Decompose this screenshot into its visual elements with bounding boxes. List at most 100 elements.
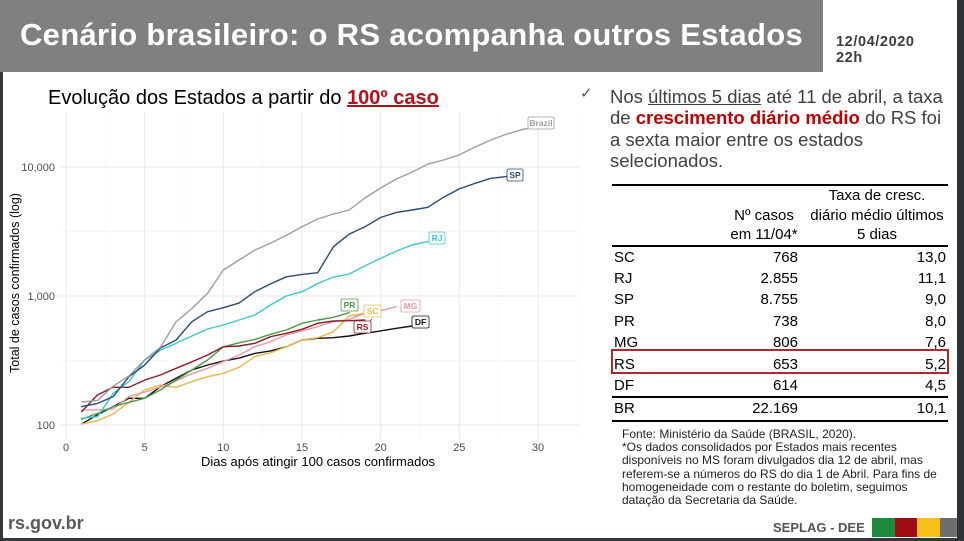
- frame-border-left: [0, 0, 3, 541]
- cell-state: MG: [614, 334, 639, 352]
- x-axis-label: Dias após atingir 100 casos confirmados: [201, 454, 436, 469]
- header-rate: Taxa de cresc. diário médio últimos 5 dias: [800, 184, 948, 247]
- label-df: DF: [411, 315, 430, 329]
- table-row: MG 806 7,6: [612, 332, 948, 353]
- x-tick-10: 10: [217, 442, 229, 454]
- x-tick-15: 15: [296, 442, 308, 454]
- footnote-line: disponíveis no MS foram divulgados dia 1…: [622, 453, 923, 468]
- check-icon: ✓: [580, 84, 593, 102]
- cell-state: RJ: [614, 269, 633, 287]
- cell-rate: 9,0: [925, 291, 946, 309]
- chart-title-prefix: Evolução dos Estados a partir do: [48, 87, 348, 109]
- header-state: [612, 184, 700, 247]
- table-row: DF 614 4,5: [612, 375, 948, 396]
- svg-text:SC: SC: [367, 306, 379, 316]
- cell-rate: 13,0: [916, 248, 946, 266]
- footnote-source: Fonte: Ministério da Saúde (BRASIL, 2020…: [622, 427, 857, 441]
- y-tick-1000: 1,000: [27, 291, 55, 303]
- footnote-line: datação da Secretaria da Saúde.: [622, 493, 798, 508]
- x-axis-ticks: 0 5 10 15 20 25 30: [63, 442, 544, 454]
- series-line-rs: [80, 319, 366, 413]
- cell-state: SP: [614, 291, 635, 309]
- footnote-line: referem-se a números do RS do dia 1 de A…: [622, 466, 937, 481]
- svg-text:SP: SP: [509, 170, 521, 180]
- cell-state: PR: [614, 312, 635, 330]
- header-cases-line: Nº casos: [734, 206, 794, 224]
- cell-cases: 768: [772, 248, 798, 266]
- y-tick-10000: 10,000: [21, 162, 55, 174]
- chart-title: Evolução dos Estados a partir do 100º ca…: [48, 88, 439, 108]
- header-rate-line: 5 dias: [856, 226, 898, 243]
- footer-org-logo-text: SEPLAG - DEE: [773, 520, 865, 535]
- label-sp: SP: [506, 168, 524, 182]
- footnote-line: homogeneidade com o restante do boletim,…: [622, 479, 908, 494]
- svg-text:Brazil: Brazil: [529, 118, 552, 128]
- cell-cases: 8.755: [760, 291, 798, 309]
- label-rs: RS: [353, 320, 372, 334]
- table-row-total: BR 22.169 10,1: [612, 396, 948, 423]
- table-row: PR 738 8,0: [612, 311, 948, 332]
- x-tick-5: 5: [142, 442, 148, 454]
- cell-rate: 7,6: [925, 334, 946, 352]
- table-row: SC 768 13,0: [612, 247, 948, 268]
- summary-text-segment: Nos: [610, 86, 649, 107]
- flag-stripe-gray: [940, 518, 957, 537]
- cell-cases: 2.855: [760, 269, 798, 287]
- grid-major: [59, 112, 580, 440]
- series-line-brazil: [80, 125, 539, 403]
- frame-border-right: [957, 0, 964, 541]
- x-tick-0: 0: [63, 442, 69, 454]
- series-labels: Brazil SP RJ PR SC MG RS DF: [340, 116, 555, 334]
- line-chart: 100 1,000 10,000 0 5 10 15 20 25 30 Dias…: [8, 112, 580, 469]
- label-pr: PR: [340, 298, 359, 312]
- cell-state: BR: [612, 396, 700, 423]
- flag-stripe-green: [872, 518, 895, 537]
- header-rate-line: Taxa de cresc.: [828, 187, 926, 204]
- table-header-row: Nº casos em 11/04* Taxa de cresc. diário m…: [612, 184, 948, 247]
- x-tick-30: 30: [532, 442, 544, 454]
- series-line-sp: [80, 175, 508, 408]
- y-axis-label: Total de casos confirmados (log): [8, 193, 22, 373]
- cell-state: RS: [614, 355, 635, 373]
- header-rate-line: diário médio últimos: [810, 206, 944, 224]
- cell-rate: 8,0: [925, 312, 946, 330]
- flag-stripe-red: [895, 518, 917, 537]
- cell-rate: 5,2: [925, 355, 946, 373]
- header-cases: Nº casos em 11/04*: [700, 184, 800, 247]
- page-title: Cenário brasileiro: o RS acompanha outro…: [20, 17, 803, 52]
- header-cases-line: em 11/04*: [730, 226, 798, 243]
- table-row: SP 8.755 9,0: [612, 289, 948, 310]
- report-date-day: 12/04/2020: [836, 34, 915, 50]
- series-line-pr: [80, 312, 350, 420]
- cell-cases: 614: [772, 376, 798, 394]
- series-lines: [80, 125, 539, 425]
- label-sc: SC: [363, 304, 382, 318]
- label-mg: MG: [400, 299, 421, 313]
- cell-cases: 738: [772, 312, 798, 330]
- summary-line-1: Nos últimos 5 dias até 11 de abril, a ta…: [610, 86, 955, 107]
- svg-text:RJ: RJ: [432, 233, 443, 243]
- y-tick-100: 100: [37, 420, 55, 432]
- growth-table: Nº casos em 11/04* Taxa de cresc. diário m…: [612, 184, 948, 423]
- chart-title-highlight: 100º caso: [347, 87, 439, 109]
- header-bar: Cenário brasileiro: o RS acompanha outro…: [0, 0, 823, 72]
- summary-line-3: a sexta maior entre os estados: [610, 128, 863, 150]
- summary-line-4: selecionados.: [610, 149, 724, 171]
- footer-site-link[interactable]: rs.gov.br: [8, 513, 84, 533]
- cell-state: SC: [614, 248, 635, 266]
- report-date-time: 22h: [836, 50, 863, 66]
- summary-text-segment: até 11 de abril, a taxa: [761, 86, 943, 107]
- footnote: Fonte: Ministério da Saúde (BRASIL, 2020…: [622, 427, 952, 508]
- cell-cases: 653: [772, 355, 798, 373]
- svg-text:DF: DF: [415, 317, 426, 327]
- flag-stripe-yellow: [917, 518, 940, 537]
- cell-cases: 22.169: [700, 396, 800, 423]
- report-date: 12/04/2020 22h: [836, 34, 915, 66]
- grid-minor: [59, 112, 580, 440]
- cell-state: DF: [614, 376, 634, 394]
- y-axis-ticks: 100 1,000 10,000: [21, 162, 55, 432]
- label-brazil: Brazil: [527, 116, 555, 130]
- cell-rate: 11,1: [917, 269, 946, 287]
- svg-text:PR: PR: [344, 300, 356, 310]
- summary-line-2: de crescimento diário médio do RS foi: [610, 107, 955, 128]
